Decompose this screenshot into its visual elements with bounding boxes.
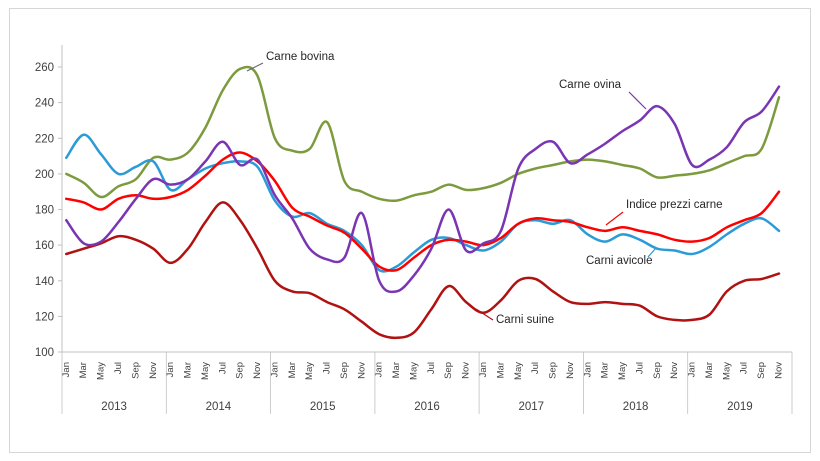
- month-tick-label: Sep: [443, 362, 454, 379]
- year-label: 2015: [310, 401, 336, 413]
- month-tick-label: Jul: [634, 362, 645, 374]
- month-tick-label: Jul: [217, 362, 228, 374]
- month-tick-label: Sep: [235, 362, 246, 379]
- month-tick-label: Jul: [322, 362, 333, 374]
- x-axis-labels: Jan Mar May Jul Sep Nov 2013 Jan Mar May Jul Sep Nov…: [61, 352, 793, 414]
- y-tick-label: 160: [35, 240, 54, 252]
- month-tick-label: Nov: [148, 362, 159, 379]
- chart-frame: [9, 8, 811, 453]
- month-tick-label: Jan: [61, 362, 72, 377]
- y-tick-label: 120: [35, 311, 54, 323]
- year-label: 2018: [623, 401, 649, 413]
- month-tick-label: Mar: [287, 362, 298, 378]
- series-label-carni-suine: Carni suine: [496, 314, 554, 326]
- month-tick-label: Jan: [687, 362, 698, 377]
- y-tick-label: 140: [35, 276, 54, 288]
- month-tick-label: Jul: [530, 362, 541, 374]
- month-tick-label: Sep: [548, 362, 559, 379]
- month-tick-label: Nov: [461, 362, 472, 379]
- month-tick-label: Jul: [113, 362, 124, 374]
- series-line-carni-suine: [65, 201, 781, 340]
- series-line-indice-prezzi-carne: [65, 151, 781, 272]
- month-tick-label: Nov: [356, 362, 367, 379]
- month-tick-label: May: [617, 362, 628, 380]
- year-label: 2013: [101, 401, 127, 413]
- series-line-carne-bovina: [65, 65, 781, 203]
- annotation-leader-line: [475, 308, 494, 321]
- series-label-carne-bovina: Carne bovina: [266, 51, 335, 63]
- series-label-carni-avicole: Carni avicole: [586, 255, 652, 267]
- year-label: 2017: [519, 401, 545, 413]
- month-tick-label: Mar: [704, 362, 715, 378]
- month-tick-label: May: [304, 362, 315, 380]
- y-axis-labels: 100 120 140 160 180 200 220 240 260: [35, 62, 62, 359]
- annotations: Carne bovina Carne ovina Indice prezzi car…: [246, 51, 723, 326]
- y-tick-label: 220: [35, 133, 54, 145]
- month-tick-label: Mar: [183, 362, 194, 378]
- year-label: 2016: [414, 401, 440, 413]
- month-tick-label: May: [200, 362, 211, 380]
- y-tick-label: 200: [35, 169, 54, 181]
- month-tick-label: Mar: [495, 362, 506, 378]
- month-tick-label: Jul: [739, 362, 750, 374]
- annotation-leader-line: [628, 91, 647, 110]
- series-line-carne-ovina: [65, 85, 781, 294]
- month-tick-label: Nov: [565, 362, 576, 379]
- y-tick-label: 180: [35, 205, 54, 217]
- series-label-indice-prezzi-carne: Indice prezzi carne: [626, 199, 723, 211]
- month-tick-label: Sep: [130, 362, 141, 379]
- y-tick-label: 100: [35, 347, 54, 359]
- y-tick-label: 240: [35, 98, 54, 110]
- month-tick-label: Jan: [269, 362, 280, 377]
- month-tick-label: Mar: [600, 362, 611, 378]
- month-tick-label: May: [409, 362, 420, 380]
- month-tick-label: Nov: [252, 362, 263, 379]
- year-label: 2019: [727, 401, 753, 413]
- month-tick-label: May: [513, 362, 524, 380]
- month-tick-label: Jan: [374, 362, 385, 377]
- month-tick-label: Mar: [391, 362, 402, 378]
- month-tick-label: Sep: [339, 362, 350, 379]
- axes: [61, 45, 792, 353]
- month-tick-label: Jan: [478, 362, 489, 377]
- month-tick-label: May: [721, 362, 732, 380]
- month-tick-label: Sep: [756, 362, 767, 379]
- y-tick-label: 260: [35, 62, 54, 74]
- month-tick-label: Jul: [426, 362, 437, 374]
- annotation-leader-line: [605, 211, 624, 226]
- annotation-leader-line: [647, 247, 657, 258]
- annotation-leader-line: [246, 62, 264, 72]
- month-tick-label: Mar: [78, 362, 89, 378]
- month-tick-label: May: [96, 362, 107, 380]
- month-tick-label: Jan: [582, 362, 593, 377]
- month-tick-label: Nov: [669, 362, 680, 379]
- month-tick-label: Nov: [774, 362, 785, 379]
- month-tick-label: Sep: [652, 362, 663, 379]
- series-label-carne-ovina: Carne ovina: [559, 79, 622, 91]
- month-tick-label: Jan: [165, 362, 176, 377]
- year-label: 2014: [206, 401, 232, 413]
